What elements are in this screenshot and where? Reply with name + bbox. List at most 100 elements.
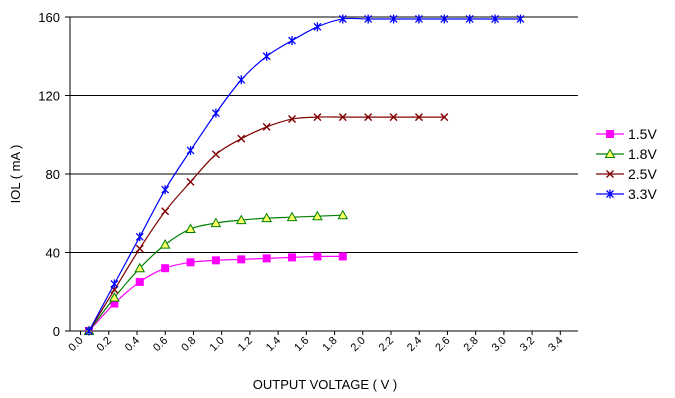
data-point-1.8V-6 [235,214,247,225]
axes [65,16,578,335]
y-tick-label-80: 80 [46,167,60,182]
data-point-1.5V-6 [237,255,246,264]
data-point-1.5V-7 [262,254,271,263]
legend-item-1.5V: 1.5V [596,126,657,142]
data-point-3.3V-0 [85,326,93,336]
x-tick-label-1.0: 1.0 [207,335,226,354]
data-point-2.5V-9 [313,113,322,122]
x-axis-label: OUTPUT VOLTAGE ( V ) [253,377,397,392]
data-point-1.8V-10 [337,209,349,220]
data-point-2.5V-10 [338,113,347,122]
data-point-3.3V-2 [135,232,144,242]
data-point-3.3V-16 [491,14,500,24]
data-point-3.3V-14 [440,14,449,24]
data-point-3.3V-12 [389,14,398,24]
x-tick-label-0.0: 0.0 [66,335,85,354]
data-point-2.5V-8 [288,115,297,124]
data-point-3.3V-3 [161,185,170,195]
x-tick-label-1.4: 1.4 [264,335,283,354]
x-tick-label-2.6: 2.6 [433,335,452,354]
series-line-3.3V [88,17,521,332]
data-point-3.3V-7 [262,51,271,61]
data-point-3.3V-8 [288,36,296,46]
y-tick-label-120: 120 [38,89,60,104]
x-tick-label-0.4: 0.4 [123,335,142,354]
x-tick-label-0.2: 0.2 [95,335,114,354]
data-point-2.5V-7 [262,122,271,131]
x-tick-label-2.4: 2.4 [405,335,424,354]
legend-label-3.3V: 3.3V [628,186,657,202]
y-tick-label-160: 160 [38,10,60,25]
data-point-3.3V-4 [186,145,195,155]
legend-label-1.8V: 1.8V [628,146,657,162]
x-tick-label-1.2: 1.2 [236,335,255,354]
data-point-2.5V-14 [440,113,449,122]
data-point-3.3V-1 [110,279,119,289]
x-tick-label-2.0: 2.0 [349,335,368,354]
x-tick-label-3.2: 3.2 [518,335,537,354]
data-point-2.5V-11 [364,113,373,122]
legend-marker-3.3V [606,189,614,199]
data-point-3.3V-10 [338,14,347,24]
data-point-1.5V-10 [338,252,347,261]
data-point-2.5V-5 [211,150,220,159]
data-point-2.5V-12 [389,113,398,122]
series-1.8V [83,209,349,335]
x-tick-label-0.8: 0.8 [179,335,198,354]
x-tick-label-2.2: 2.2 [377,335,396,354]
gridlines [70,16,578,253]
legend-marker-2.5V [606,170,614,178]
y-axis-label: IOL ( mA ) [8,145,23,204]
legend-item-2.5V: 2.5V [596,166,657,182]
legend-marker-1.8V [604,148,616,158]
legend-item-1.8V: 1.8V [596,146,657,162]
data-point-3.3V-17 [516,14,525,24]
data-point-3.3V-15 [465,14,474,24]
x-tick-label-2.8: 2.8 [461,335,480,354]
series-3.3V [85,14,525,336]
data-point-3.3V-11 [364,14,373,24]
legend-marker-1.5V [606,130,614,138]
data-point-1.5V-9 [313,252,322,261]
data-point-2.5V-4 [186,177,195,186]
data-point-1.8V-5 [210,217,222,228]
legend: 1.5V 1.8V 2.5V 3.3V [596,126,657,202]
x-tick-label-1.8: 1.8 [320,335,339,354]
data-point-3.3V-6 [237,75,246,85]
series-line-2.5V [88,116,445,332]
data-point-1.5V-8 [288,253,297,262]
legend-item-3.3V: 3.3V [596,186,657,202]
data-point-3.3V-13 [414,14,423,24]
x-tick-labels: 0.0 0.2 0.4 0.6 0.8 1.0 1.2 1.4 1.6 1.8 2.0 2.2 2.4 2… [66,335,565,354]
data-point-2.5V-6 [237,134,246,143]
data-point-1.8V-1 [109,292,120,302]
data-point-2.5V-13 [414,113,423,122]
x-tick-label-1.6: 1.6 [292,335,311,354]
data-point-1.8V-2 [134,262,146,273]
data-point-1.5V-5 [211,256,220,265]
data-point-1.5V-2 [135,277,144,286]
legend-label-2.5V: 2.5V [628,166,657,182]
data-point-1.8V-9 [312,210,323,221]
y-tick-labels: 0 40 80 120 160 [38,10,60,339]
y-tick-label-0: 0 [53,324,60,339]
data-point-1.8V-8 [286,211,298,222]
data-point-1.8V-3 [159,239,171,249]
series-group [83,14,525,336]
data-point-1.8V-4 [185,223,196,233]
y-tick-label-40: 40 [46,246,60,261]
series-line-1.5V [88,255,343,332]
series-2.5V [85,113,449,335]
x-tick-label-0.6: 0.6 [151,335,170,354]
x-tick-label-3.4: 3.4 [546,335,565,354]
data-point-3.3V-5 [211,108,220,118]
data-point-1.5V-3 [161,264,170,273]
data-point-2.5V-3 [161,207,170,216]
data-point-2.5V-2 [135,244,144,253]
legend-label-1.5V: 1.5V [628,126,657,142]
data-point-3.3V-9 [313,22,322,32]
data-point-1.8V-7 [261,212,273,223]
x-tick-label-3.0: 3.0 [490,335,509,354]
data-point-1.5V-4 [186,258,195,267]
